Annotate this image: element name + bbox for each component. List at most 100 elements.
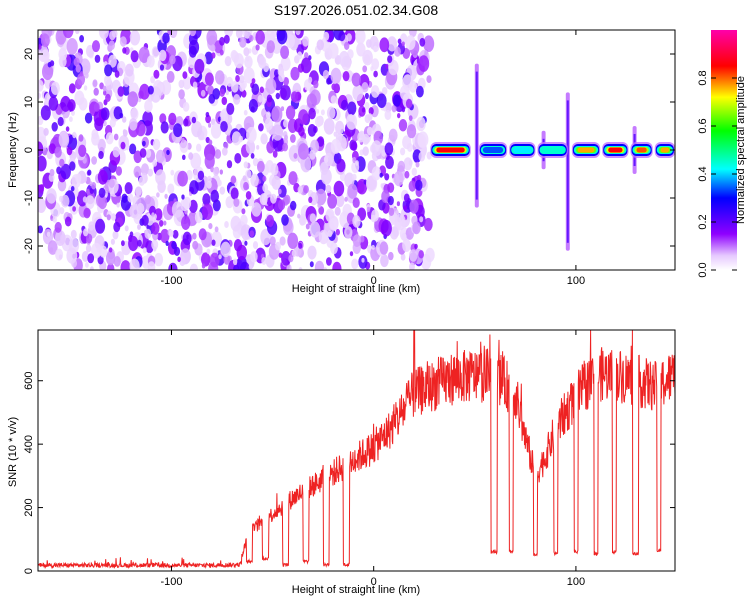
noise-blob [333,131,338,137]
noise-blob [352,234,362,247]
noise-blob [52,216,57,223]
noise-blob [137,239,142,247]
noise-blob [284,134,288,141]
noise-blob [335,120,345,135]
noise-blob [239,75,245,84]
noise-blob [182,102,190,112]
noise-blob [347,183,358,199]
noise-blob [129,204,139,219]
noise-blob [231,131,242,146]
noise-blob [368,107,374,115]
noise-blob [89,181,93,187]
noise-blob [214,226,219,233]
noise-blob [361,107,366,113]
noise-blob [318,229,329,245]
noise-blob [315,188,327,206]
noise-blob [168,262,178,270]
noise-blob [122,116,127,123]
noise-blob [279,236,286,246]
noise-blob [127,91,139,107]
noise-blob [290,200,297,211]
noise-blob [206,180,212,189]
noise-blob [83,85,88,91]
noise-blob [269,236,276,246]
noise-blob [299,216,306,226]
noise-blob [280,106,285,112]
noise-blob [113,256,121,267]
noise-blob [397,38,402,45]
noise-blob [219,169,223,175]
noise-blob [168,112,177,126]
noise-blob [394,213,406,231]
noise-blob [159,220,164,227]
noise-blob [42,148,48,156]
noise-blob [112,146,120,158]
noise-blob [141,163,149,176]
noise-blob [288,171,298,186]
noise-blob [409,199,419,214]
noise-blob [275,241,281,251]
noise-blob [125,144,130,151]
noise-blob [392,94,401,107]
noise-blob [283,119,289,128]
noise-blob [239,83,245,92]
noise-blob [243,181,249,191]
noise-blob [70,229,77,239]
noise-blob [278,199,286,211]
noise-blob [218,254,222,260]
noise-blob [371,140,382,157]
snr-ytick-label: 400 [23,435,35,453]
noise-blob [352,84,364,102]
noise-blob [388,128,398,142]
noise-blob [98,30,109,40]
noise-blob [181,215,191,230]
noise-blob [69,116,73,122]
noise-blob [78,134,84,142]
noise-blob [60,194,70,208]
noise-blob [59,207,65,215]
noise-blob [69,161,76,171]
noise-blob [328,43,339,59]
noise-blob [330,138,341,154]
noise-blob [208,139,213,146]
noise-blob [330,67,342,84]
noise-blob [145,149,152,158]
noise-blob [92,79,98,87]
noise-blob [162,32,170,44]
noise-blob [57,116,64,127]
noise-blob [178,89,185,100]
noise-blob [403,193,410,203]
noise-blob [215,70,225,85]
noise-blob [397,160,406,173]
noise-blob [144,194,152,205]
signal-segment [630,142,653,158]
noise-blob [287,232,299,249]
noise-blob [250,153,255,159]
noise-blob [305,223,310,230]
noise-blob [106,214,111,221]
noise-blob [120,141,126,150]
noise-blob [172,229,179,239]
noise-blob [38,92,41,99]
noise-blob [223,34,230,44]
noise-blob [396,201,400,207]
noise-blob [362,133,370,145]
noise-blob [277,188,282,195]
noise-blob [65,126,70,132]
noise-blob [313,80,319,89]
noise-blob [258,123,264,132]
noise-blob [115,166,122,176]
noise-blob [128,235,139,252]
noise-blob [249,230,255,238]
spectrogram-ylabel: Frequency (Hz) [7,112,19,188]
noise-blob [49,168,55,177]
noise-blob [416,85,424,98]
noise-blob [48,143,56,155]
snr-ylabel: SNR (10 * v/v) [7,417,19,487]
noise-blob [167,183,175,195]
noise-blob [341,99,349,111]
noise-blob [92,40,100,53]
noise-blob [270,163,279,176]
